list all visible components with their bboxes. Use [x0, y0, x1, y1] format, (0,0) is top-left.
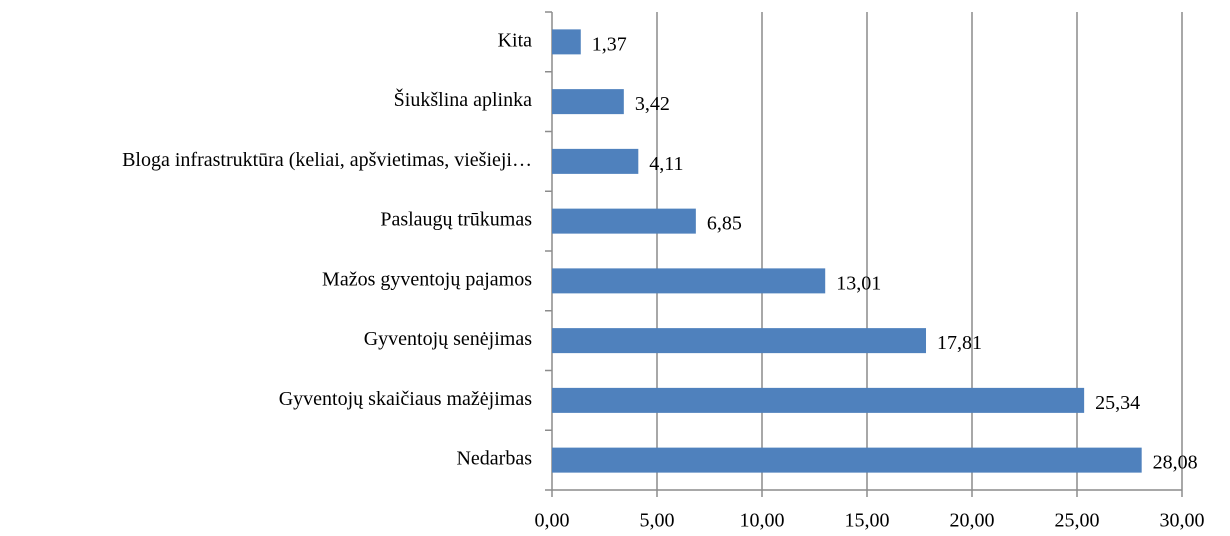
- y-tick-label: Paslaugų trūkumas: [380, 209, 532, 231]
- y-tick-label: Bloga infrastruktūra (keliai, apšvietima…: [122, 149, 532, 171]
- bar: [552, 268, 826, 294]
- x-tick-label: 25,00: [1055, 510, 1100, 532]
- y-tick-label: Šiukšlina aplinka: [394, 87, 532, 111]
- value-label: 25,34: [1095, 392, 1140, 414]
- value-label: 3,42: [635, 93, 670, 115]
- x-tick-label: 5,00: [640, 510, 675, 532]
- y-tick-label: Gyventojų senėjimas: [364, 328, 533, 350]
- y-tick-label: Kita: [498, 29, 533, 51]
- value-label: 1,37: [592, 33, 627, 55]
- x-tick-label: 20,00: [950, 510, 995, 532]
- value-label: 17,81: [937, 332, 982, 354]
- x-tick-label: 15,00: [845, 510, 890, 532]
- bar: [552, 208, 696, 234]
- bar: [552, 29, 581, 55]
- value-label: 13,01: [836, 272, 881, 294]
- bar: [552, 328, 927, 354]
- value-label: 4,11: [649, 153, 683, 175]
- y-tick-label: Nedarbas: [456, 448, 532, 470]
- bar: [552, 148, 639, 174]
- bar: [552, 89, 624, 115]
- value-label: 28,08: [1153, 452, 1198, 474]
- y-tick-label: Gyventojų skaičiaus mažėjimas: [279, 388, 532, 410]
- x-tick-label: 0,00: [535, 510, 570, 532]
- x-tick-label: 30,00: [1160, 510, 1205, 532]
- bar: [552, 447, 1142, 473]
- y-tick-label: Mažos gyventojų pajamos: [322, 268, 532, 290]
- x-tick-label: 10,00: [740, 510, 785, 532]
- bar: [552, 387, 1085, 413]
- value-label: 6,85: [707, 213, 742, 235]
